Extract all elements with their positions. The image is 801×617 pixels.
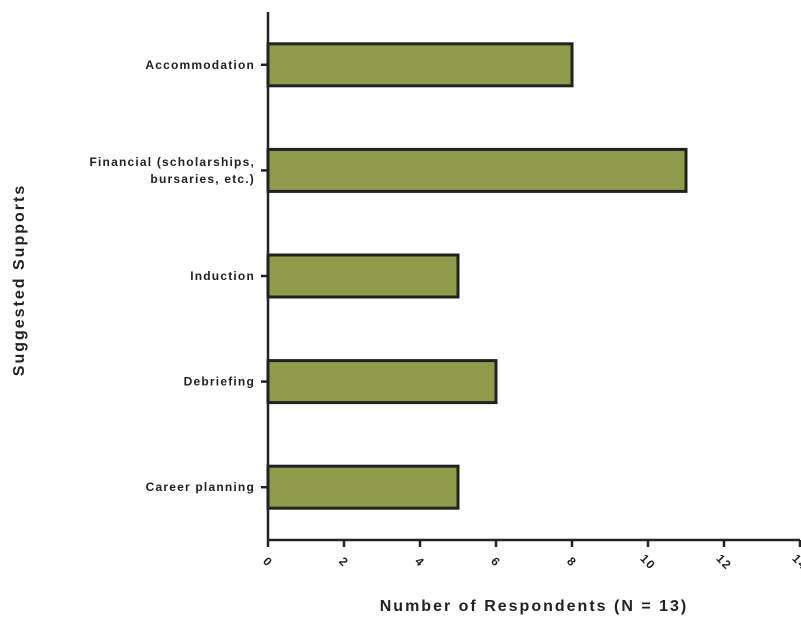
bar-2 <box>266 253 460 299</box>
x-tick-label-7: 14 <box>789 551 801 572</box>
bar-0 <box>266 42 574 88</box>
y-axis-title: Suggested Supports <box>11 184 28 376</box>
y-tick-label-line: Accommodation <box>145 58 255 72</box>
x-tick-label-4: 8 <box>564 554 580 570</box>
bar-4 <box>266 464 460 510</box>
x-tick-label-0: 0 <box>260 554 276 570</box>
x-tick-label-3: 6 <box>488 554 504 570</box>
x-tick-label-6: 12 <box>713 551 734 572</box>
x-axis-title: Number of Respondents (N = 13) <box>380 598 688 615</box>
y-tick-label-1: Financial (scholarships, bursaries, etc.) <box>89 155 255 186</box>
bars-group <box>266 42 688 510</box>
y-tick-label-line: Financial (scholarships, <box>89 155 255 169</box>
x-tick-label-2: 4 <box>412 554 428 570</box>
y-tick-label-line: Induction <box>190 269 255 283</box>
bar-3 <box>266 359 498 405</box>
y-tick-label-3: Debriefing <box>184 375 255 389</box>
y-tick-label-line: Debriefing <box>184 375 255 389</box>
bar-1 <box>266 147 688 193</box>
x-tick-label-1: 2 <box>336 554 352 570</box>
x-tick-label-5: 10 <box>637 551 658 572</box>
y-tick-label-2: Induction <box>190 269 255 283</box>
x-axis-ticks: 0 2 4 6 8 10 12 14 <box>260 540 801 573</box>
y-axis-ticks: Accommodation Financial (scholarships, bur… <box>89 58 268 494</box>
y-tick-label-0: Accommodation <box>145 58 255 72</box>
y-tick-label-line: bursaries, etc.) <box>150 172 255 186</box>
y-tick-label-4: Career planning <box>146 480 255 494</box>
y-tick-label-line: Career planning <box>146 480 255 494</box>
